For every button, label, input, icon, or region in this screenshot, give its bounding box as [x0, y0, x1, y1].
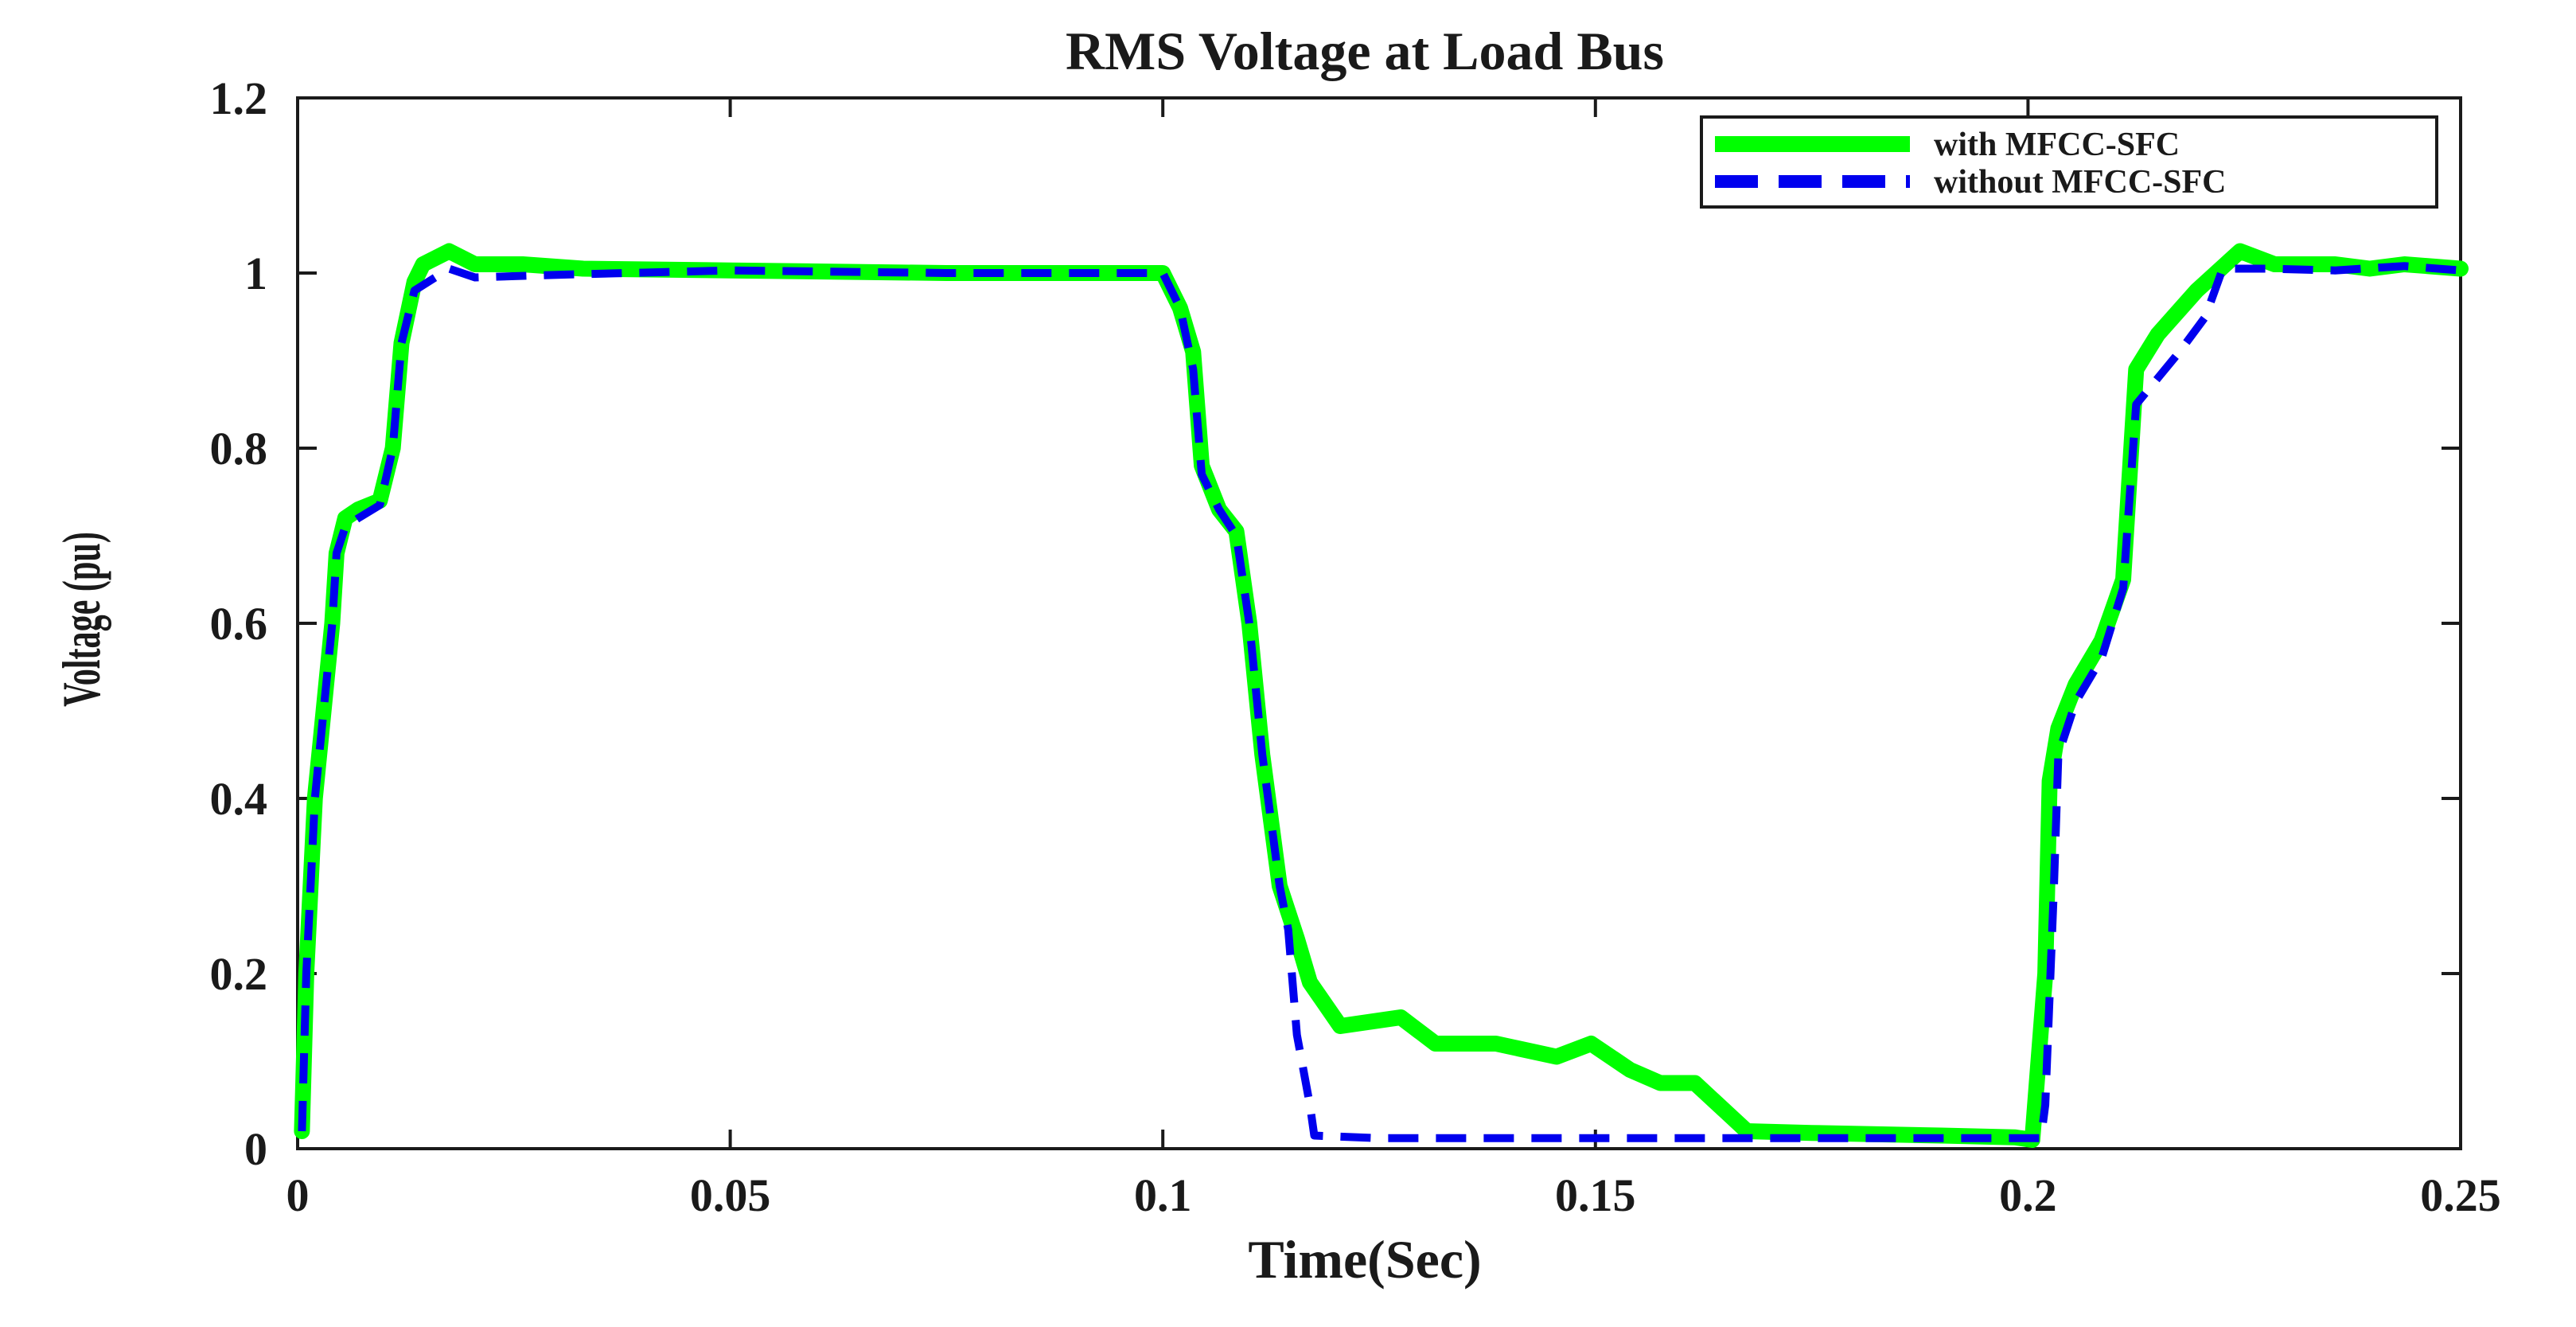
y-tick-label: 0.2: [210, 948, 268, 1000]
y-tick-label: 0.4: [210, 773, 268, 825]
y-tick-label: 0: [244, 1123, 267, 1175]
y-tick-label: 1.2: [210, 72, 268, 124]
x-tick-label: 0.15: [1555, 1169, 1636, 1221]
legend-label-with-mfcc-sfc: with MFCC-SFC: [1934, 127, 2180, 163]
chart-title: RMS Voltage at Load Bus: [1066, 21, 1664, 81]
axes-frame: [296, 96, 2462, 1150]
x-tick-label: 0.2: [1999, 1169, 2057, 1221]
x-tick-label: 0: [286, 1169, 310, 1221]
y-axis-title: Voltage (pu): [53, 532, 112, 707]
x-tick-label: 0.05: [690, 1169, 771, 1221]
plot-area: 0 0.05 0.1 0.15 0.2 0.25 0 0.2 0.4 0.6 0.8 1 1.2: [210, 72, 2501, 1221]
x-tick-label: 0.1: [1134, 1169, 1192, 1221]
x-tick-label: 0.25: [2420, 1169, 2501, 1221]
legend: with MFCC-SFC without MFCC-SFC: [1700, 115, 2438, 209]
y-tick-label: 1: [244, 248, 267, 299]
legend-box: [1700, 115, 2438, 209]
x-axis-title: Time(Sec): [1248, 1229, 1481, 1290]
series-line-with-mfcc-sfc: [294, 243, 2469, 1148]
y-tick-label: 0.6: [210, 598, 268, 650]
y-tick-label: 0.8: [210, 423, 268, 474]
series-line-without-mfcc-sfc: [298, 262, 2461, 1142]
legend-label-without-mfcc-sfc: without MFCC-SFC: [1934, 164, 2226, 201]
